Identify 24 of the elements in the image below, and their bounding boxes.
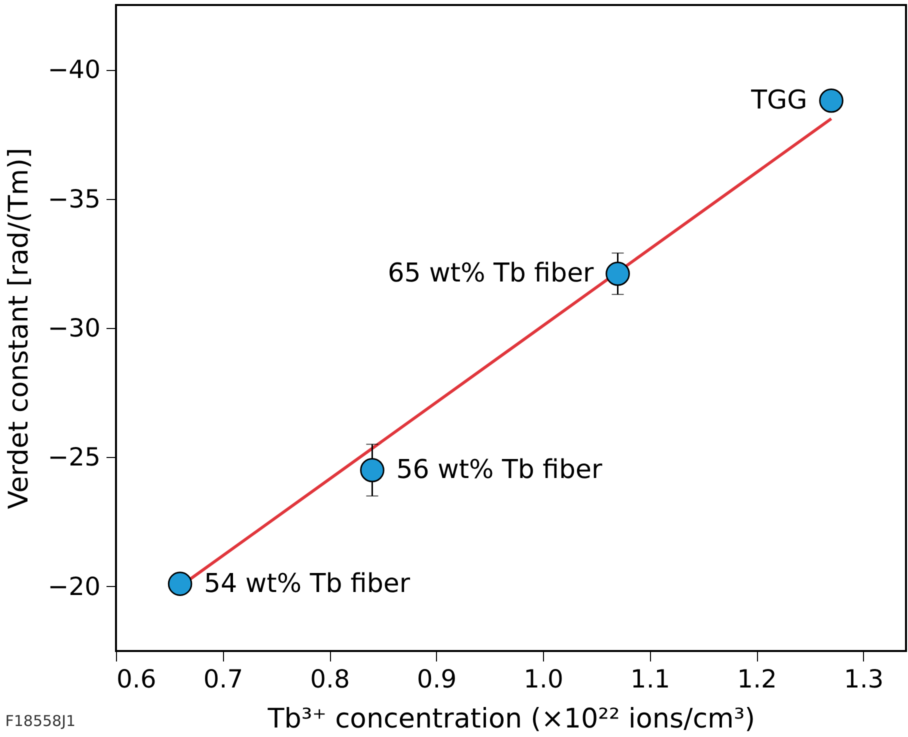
y-tick-label: −30 bbox=[48, 314, 100, 342]
annotation: 54 wt% Tb fiber bbox=[204, 568, 410, 599]
y-tick-label: −40 bbox=[48, 55, 100, 84]
x-tick-label: 1.0 bbox=[524, 664, 564, 694]
x-tick-label: 0.7 bbox=[203, 664, 244, 694]
x-tick-label: 1.1 bbox=[630, 664, 670, 694]
x-axis-title: Tb³⁺ concentration (×10²² ions/cm³) bbox=[266, 704, 756, 734]
text: F18558J1 bbox=[5, 712, 76, 730]
point bbox=[606, 262, 630, 286]
y-tick-label: −20 bbox=[48, 572, 100, 601]
annotation: 56 wt% Tb fiber bbox=[396, 455, 603, 486]
x-tick-label: 0.6 bbox=[116, 664, 156, 694]
point bbox=[168, 572, 192, 596]
point bbox=[819, 88, 844, 113]
annotation: TGG bbox=[750, 86, 808, 116]
point bbox=[360, 458, 384, 482]
y-tick-label: −25 bbox=[48, 442, 100, 472]
x-tick-label: 0.9 bbox=[416, 664, 457, 694]
x-tick-label: 1.2 bbox=[737, 664, 777, 694]
annotation: 65 wt% Tb fiber bbox=[388, 258, 594, 289]
y-axis-title: Verdet constant [rad/(Tm)] bbox=[4, 148, 35, 510]
x-tick-label: 1.3 bbox=[844, 664, 884, 694]
y-tick-label: −35 bbox=[48, 184, 100, 214]
x-tick-label: 0.8 bbox=[310, 664, 350, 694]
